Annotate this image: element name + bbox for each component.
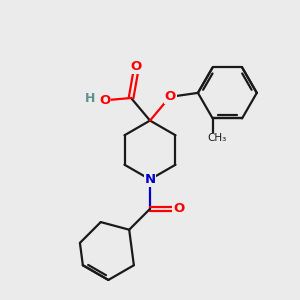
Text: H: H — [85, 92, 95, 105]
Text: O: O — [173, 202, 184, 215]
Text: O: O — [130, 60, 142, 73]
Text: CH₃: CH₃ — [207, 133, 227, 143]
Text: N: N — [144, 173, 156, 186]
Text: O: O — [99, 94, 110, 107]
Text: O: O — [165, 90, 176, 103]
